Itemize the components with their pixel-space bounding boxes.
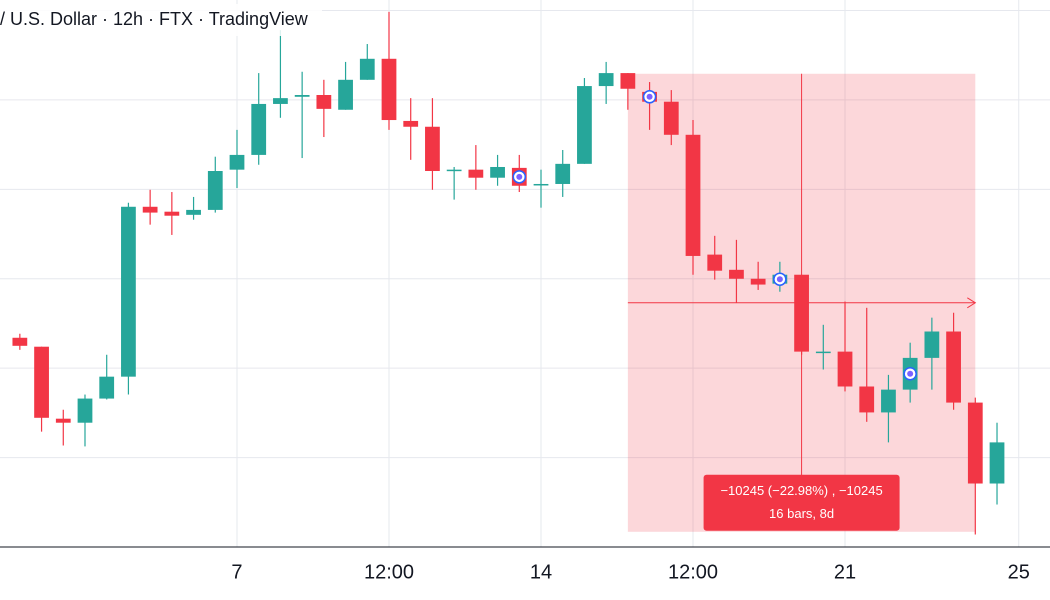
candle-body — [12, 337, 28, 346]
candle-body — [99, 376, 115, 399]
candle-body — [468, 169, 484, 178]
candle-body — [815, 351, 831, 354]
candle-body — [77, 398, 93, 423]
event-marker-dot — [776, 276, 783, 283]
measure-arrowhead — [967, 297, 977, 309]
candle-body — [663, 101, 679, 135]
candle-body — [229, 154, 245, 170]
candle-body — [989, 442, 1005, 484]
candle-body — [598, 73, 614, 87]
event-marker-dot — [646, 93, 653, 100]
candle-body — [859, 386, 875, 413]
x-tick-label: 12:00 — [364, 561, 414, 583]
candle-body — [186, 209, 201, 215]
candles — [12, 11, 1005, 535]
measure-label: −10245 (−22.98%) , −10245 — [720, 483, 882, 498]
candle-body — [685, 134, 701, 256]
candle-body — [142, 206, 158, 213]
candle-body — [881, 389, 896, 413]
chart-title: / U.S. Dollar · 12h · FTX · TradingView — [0, 9, 309, 29]
candle-body — [924, 331, 940, 358]
x-tick-label: 12:00 — [668, 561, 718, 583]
x-tick-label: 25 — [1008, 561, 1030, 583]
candle-body — [946, 331, 961, 403]
candle-body — [207, 171, 223, 210]
candle-body — [55, 418, 71, 423]
candle-body — [34, 346, 49, 418]
candle-body — [555, 163, 571, 184]
candle-body — [750, 278, 766, 285]
candle-body — [620, 73, 636, 89]
candle-body — [251, 103, 267, 155]
candle-body — [164, 211, 180, 216]
title-backdrop — [0, 4, 322, 36]
candle-body — [577, 86, 592, 164]
candle-body — [381, 58, 397, 121]
candle-body — [967, 402, 983, 484]
candle-body — [490, 166, 505, 178]
grid: 7 12:00 14 12:00 21 25 — [0, 0, 1050, 583]
candle-body — [707, 254, 723, 271]
candle-body — [121, 206, 136, 377]
candle-body — [837, 351, 853, 387]
event-marker-dot — [516, 173, 523, 180]
measure-label: 16 bars, 8d — [769, 506, 834, 521]
candle-body — [425, 126, 440, 172]
candle-body — [338, 79, 353, 110]
candle-body — [446, 169, 462, 172]
x-tick-label: 21 — [834, 561, 856, 583]
candle-body — [273, 98, 288, 104]
event-marker-dot — [907, 370, 914, 377]
candle-body — [316, 95, 332, 109]
candle-body — [359, 58, 375, 80]
measure-label-box — [703, 474, 900, 531]
candle-body — [533, 183, 549, 186]
x-tick-label: 14 — [530, 561, 552, 583]
candle-body — [294, 95, 310, 97]
annotations: −10245 (−22.98%) , −10245 16 bars, 8d — [512, 73, 977, 531]
candle-body — [403, 120, 419, 127]
x-tick-label: 7 — [231, 561, 242, 583]
candle-body — [729, 269, 744, 279]
